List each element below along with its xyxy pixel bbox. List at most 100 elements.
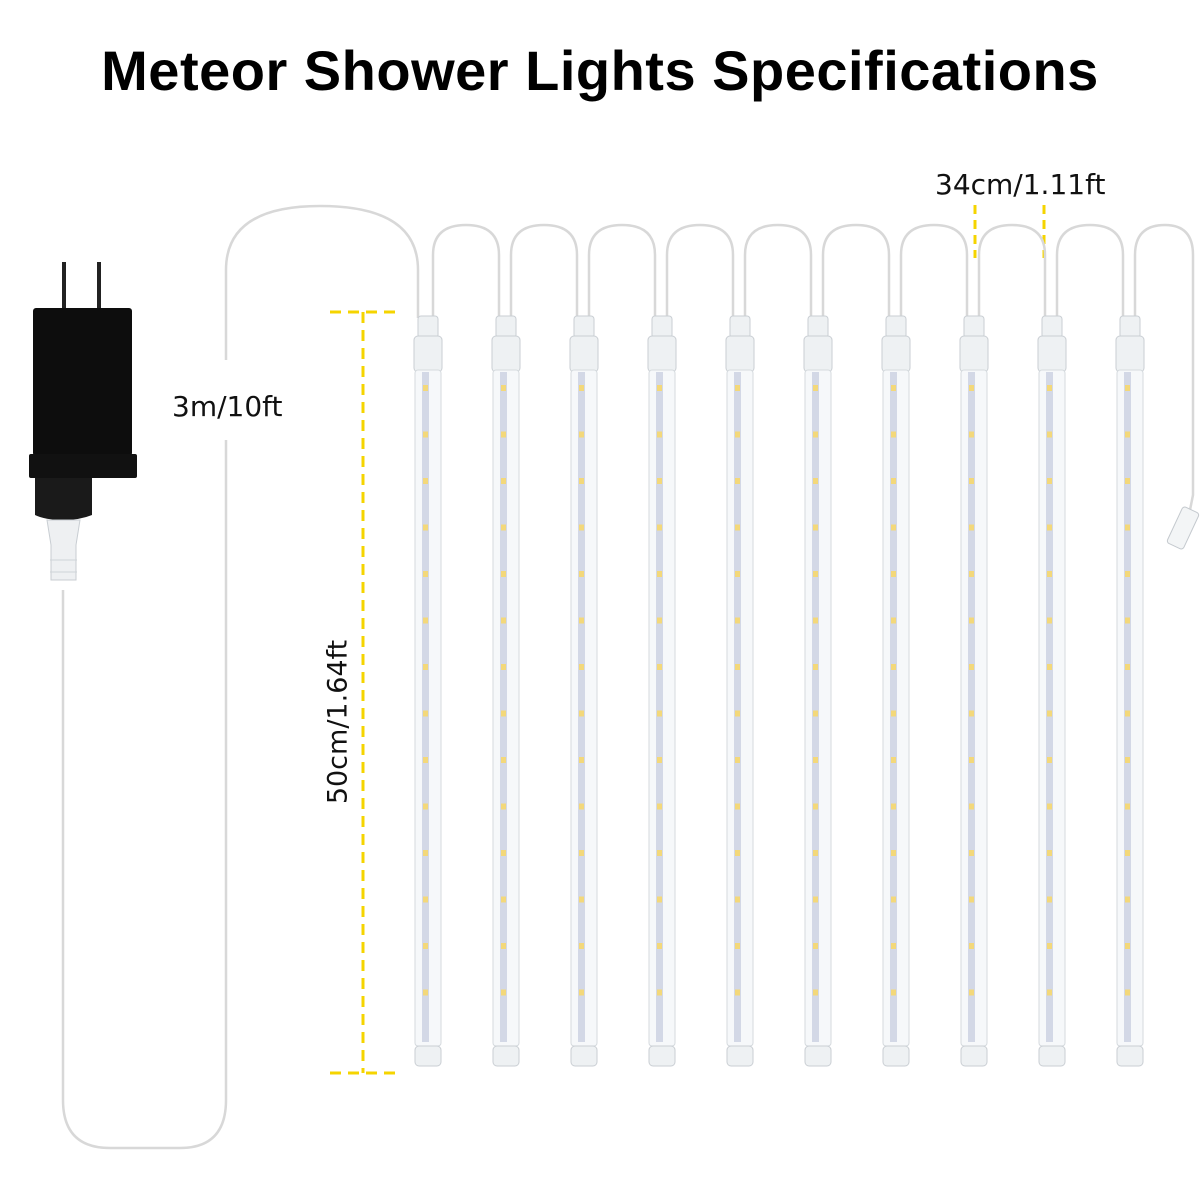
- tube-cap-top: [495, 315, 517, 339]
- led-dot: [657, 803, 662, 810]
- led-dot: [1047, 989, 1052, 996]
- led-dot: [423, 524, 428, 531]
- led-dot: [735, 710, 740, 717]
- led-dot: [969, 385, 974, 391]
- led-dot: [501, 524, 506, 531]
- led-dot: [579, 896, 584, 903]
- tube-connector: [959, 335, 989, 373]
- tube-cap-top: [417, 315, 439, 339]
- led-dot: [1125, 989, 1130, 996]
- led-dot: [1047, 478, 1052, 484]
- led-dot: [735, 896, 740, 903]
- led-dot: [813, 757, 818, 763]
- led-dot: [657, 989, 662, 996]
- led-dot: [969, 571, 974, 577]
- led-dot: [969, 710, 974, 717]
- light-tube: [881, 315, 911, 1067]
- led-dot: [423, 896, 428, 903]
- led-dot: [501, 664, 506, 670]
- tube-connector: [725, 335, 755, 373]
- tube-connector: [803, 335, 833, 373]
- led-dot: [735, 850, 740, 856]
- led-strip: [734, 372, 741, 1042]
- led-dot: [891, 803, 896, 810]
- led-dot: [423, 757, 428, 763]
- led-dot: [891, 896, 896, 903]
- tube-cap-top: [1041, 315, 1063, 339]
- led-dot: [579, 571, 584, 577]
- led-dot: [423, 943, 428, 949]
- tube-connector: [647, 335, 677, 373]
- led-dot: [423, 710, 428, 717]
- led-dot: [1125, 664, 1130, 670]
- connecting-wire: [743, 223, 813, 318]
- led-dot: [423, 617, 428, 624]
- led-dot: [423, 989, 428, 996]
- led-dot: [1125, 617, 1130, 624]
- led-dot: [813, 896, 818, 903]
- led-dot: [579, 431, 584, 438]
- tube-cap-bottom: [492, 1045, 520, 1067]
- connecting-wire: [509, 223, 579, 318]
- led-dot: [969, 803, 974, 810]
- led-dot: [1047, 385, 1052, 391]
- tube-cap-top: [651, 315, 673, 339]
- light-tube: [1115, 315, 1145, 1067]
- led-dot: [813, 385, 818, 391]
- connecting-wire: [665, 223, 735, 318]
- led-dot: [891, 989, 896, 996]
- led-dot: [813, 571, 818, 577]
- led-dot: [969, 664, 974, 670]
- led-dot: [657, 571, 662, 577]
- led-strip: [1124, 372, 1131, 1042]
- led-dot: [969, 431, 974, 438]
- led-dot: [891, 757, 896, 763]
- led-dot: [1047, 803, 1052, 810]
- tube-connector: [491, 335, 521, 373]
- led-dot: [501, 803, 506, 810]
- led-dot: [657, 385, 662, 391]
- tube-connector: [413, 335, 443, 373]
- led-dot: [891, 571, 896, 577]
- led-dot: [501, 943, 506, 949]
- led-dot: [891, 385, 896, 391]
- led-dot: [813, 617, 818, 624]
- led-dot: [657, 850, 662, 856]
- led-dot: [1047, 431, 1052, 438]
- tube-connector: [881, 335, 911, 373]
- led-dot: [735, 803, 740, 810]
- end-connector-icon: [1166, 506, 1200, 550]
- tube-cap-bottom: [570, 1045, 598, 1067]
- led-strip: [968, 372, 975, 1042]
- connecting-wire: [899, 223, 969, 318]
- led-dot: [735, 385, 740, 391]
- tube-cap-bottom: [960, 1045, 988, 1067]
- led-dot: [891, 524, 896, 531]
- light-tube: [803, 315, 833, 1067]
- led-dot: [969, 850, 974, 856]
- led-dot: [735, 664, 740, 670]
- tube-connector: [1037, 335, 1067, 373]
- led-dot: [501, 850, 506, 856]
- led-dot: [501, 757, 506, 763]
- tube-cap-top: [729, 315, 751, 339]
- led-dot: [735, 989, 740, 996]
- led-dot: [891, 478, 896, 484]
- led-strip: [578, 372, 585, 1042]
- light-tube: [725, 315, 755, 1067]
- led-dot: [501, 989, 506, 996]
- led-dot: [423, 850, 428, 856]
- led-dot: [1047, 710, 1052, 717]
- led-dot: [813, 803, 818, 810]
- led-strip: [422, 372, 429, 1042]
- led-dot: [657, 524, 662, 531]
- tube-connector: [1115, 335, 1145, 373]
- tube-cap-top: [1119, 315, 1141, 339]
- led-dot: [813, 524, 818, 531]
- led-dot: [579, 803, 584, 810]
- led-dot: [1047, 571, 1052, 577]
- led-dot: [657, 617, 662, 624]
- led-dot: [423, 571, 428, 577]
- led-dot: [657, 710, 662, 717]
